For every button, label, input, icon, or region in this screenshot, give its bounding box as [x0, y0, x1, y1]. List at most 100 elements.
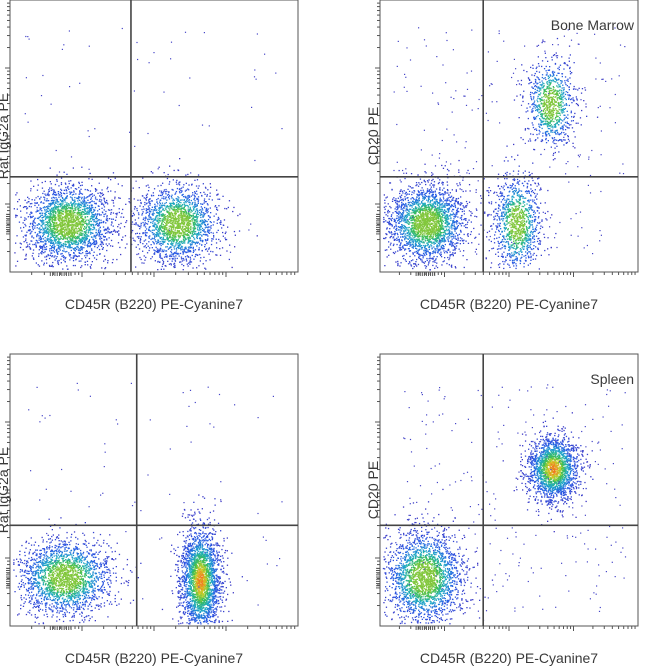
event-dot [52, 214, 54, 216]
event-dot [71, 239, 73, 241]
event-dot [179, 158, 181, 160]
event-dot [436, 262, 438, 264]
event-dot [36, 224, 38, 226]
event-dot [182, 214, 184, 217]
event-dot [72, 260, 75, 262]
event-dot [104, 267, 107, 269]
event-dot [153, 229, 155, 231]
event-dot [78, 235, 80, 238]
event-dot [67, 240, 69, 242]
event-dot [85, 219, 87, 221]
event-dot [175, 192, 177, 194]
event-dot [63, 220, 65, 223]
event-dot [81, 258, 83, 260]
event-dot [180, 216, 182, 218]
event-dot [43, 252, 45, 254]
event-dot [46, 232, 48, 234]
event-dot [181, 212, 183, 214]
event-dot [90, 267, 92, 269]
event-dot [73, 233, 75, 235]
event-dot [118, 230, 120, 232]
event-dot [147, 205, 150, 207]
event-dot [68, 228, 70, 230]
event-dot [89, 202, 91, 204]
event-dot [53, 201, 55, 203]
event-dot [79, 223, 81, 225]
event-dot [50, 236, 52, 238]
event-dot [176, 243, 178, 245]
event-dot [62, 192, 65, 194]
event-dot [159, 228, 161, 230]
event-dot [78, 248, 81, 250]
event-dot [149, 211, 152, 213]
event-dot [178, 215, 180, 217]
event-dot [186, 233, 188, 235]
event-dot [179, 204, 181, 206]
event-dot [205, 226, 208, 228]
event-dot [135, 222, 137, 224]
event-dot [162, 243, 164, 245]
event-dot [95, 223, 97, 226]
event-dot [46, 221, 48, 223]
event-dot [68, 180, 70, 182]
event-dot [106, 232, 108, 234]
event-dot [254, 159, 256, 162]
event-dot [56, 228, 59, 230]
event-dot [80, 223, 82, 226]
event-dot [394, 234, 396, 236]
event-dot [181, 222, 183, 225]
event-dot [38, 239, 40, 241]
event-dot [38, 231, 40, 233]
event-dot [205, 239, 207, 241]
event-dot [194, 231, 196, 233]
event-dot [158, 207, 160, 209]
event-dot [35, 245, 37, 247]
event-dot [187, 231, 190, 234]
event-dot [144, 219, 146, 222]
event-dot [44, 210, 46, 212]
event-dot [166, 231, 168, 233]
event-dot [56, 249, 58, 251]
event-dot [253, 76, 256, 78]
event-dot [69, 240, 71, 242]
event-dot [149, 235, 151, 237]
event-dot [50, 210, 52, 212]
event-dot [92, 214, 95, 216]
event-dot [176, 183, 178, 185]
event-dot [70, 230, 73, 232]
event-dot [170, 252, 173, 254]
event-dot [118, 223, 120, 226]
event-dot [71, 194, 74, 196]
event-dot [169, 209, 171, 211]
event-dot [193, 225, 195, 227]
event-dot [44, 206, 46, 208]
event-dot [85, 236, 87, 238]
event-dot [105, 229, 107, 231]
event-dot [88, 225, 90, 227]
event-dot [55, 202, 57, 204]
event-dot [69, 245, 71, 247]
event-dot [99, 237, 101, 239]
event-dot [193, 236, 195, 239]
event-dot [48, 189, 50, 191]
event-dot [200, 210, 203, 212]
event-dot [44, 180, 46, 183]
event-dot [463, 218, 465, 221]
event-dot [184, 190, 187, 192]
event-dot [103, 255, 106, 257]
event-dot [91, 204, 93, 206]
event-dot [390, 207, 392, 209]
event-dot [157, 185, 159, 187]
event-dot [188, 239, 190, 242]
event-dot [161, 240, 163, 242]
event-dot [76, 232, 78, 234]
event-dot [167, 217, 169, 219]
event-dot [26, 242, 28, 244]
event-dot [467, 235, 469, 237]
event-dot [182, 216, 184, 218]
event-dot [147, 220, 150, 223]
event-dot [180, 241, 182, 243]
event-dot [53, 193, 56, 196]
panel-top-right: CD45R (B220) PE-Cyanine7 CD20 PE Bone Ma… [365, 0, 639, 312]
event-dot [54, 227, 56, 229]
